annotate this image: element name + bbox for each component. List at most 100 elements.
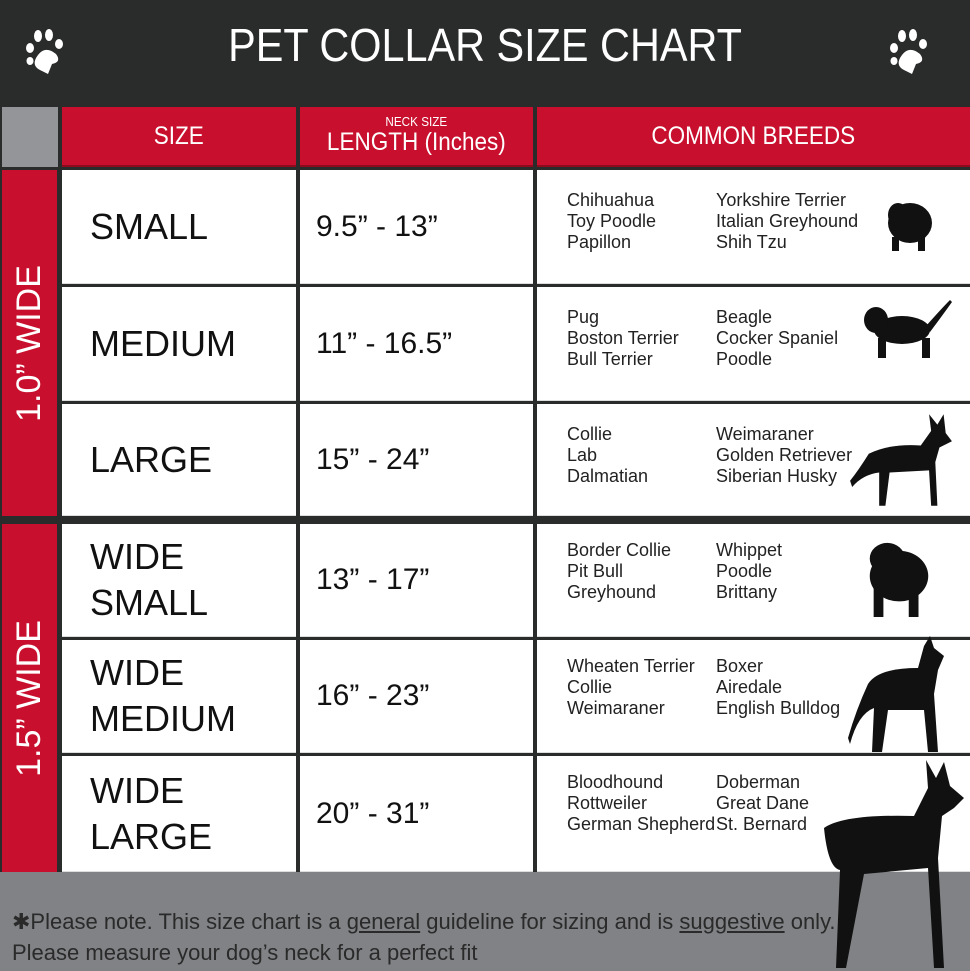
dog-silhouette-icon bbox=[824, 760, 964, 968]
group-label-2: 1.5” WIDE bbox=[2, 524, 57, 872]
size-cell: LARGE bbox=[62, 404, 296, 516]
length-value: 9.5” - 13” bbox=[316, 209, 438, 243]
breed-name: Poodle bbox=[716, 349, 773, 369]
breed-name: Shih Tzu bbox=[716, 232, 787, 252]
corner-cell bbox=[2, 107, 58, 167]
header-breeds: COMMON BREEDS bbox=[537, 107, 970, 167]
breed-name: Siberian Husky bbox=[716, 466, 838, 486]
header-label: SIZE bbox=[153, 121, 205, 150]
size-name: WIDE MEDIUM bbox=[90, 652, 236, 739]
group-label-1: 1.0” WIDE bbox=[2, 170, 57, 516]
size-name: WIDE SMALL bbox=[90, 536, 209, 623]
breed-name: Bull Terrier bbox=[567, 349, 653, 369]
size-name: WIDE LARGE bbox=[90, 769, 213, 857]
length-cell: 11” - 16.5” bbox=[300, 287, 533, 401]
group-text: 1.5” WIDE bbox=[10, 619, 48, 777]
breeds-list-b: Weimaraner Golden Retriever Siberian Husky bbox=[716, 424, 852, 487]
breed-name: English Bulldog bbox=[716, 698, 841, 718]
breeds-list-a: Pug Boston Terrier Bull Terrier bbox=[567, 307, 679, 370]
breed-name: Bloodhound bbox=[567, 772, 664, 792]
header-label: COMMON BREEDS bbox=[651, 121, 856, 150]
footer-note: ✱Please note. This size chart is a gener… bbox=[0, 872, 970, 971]
breeds-cell: Collie Lab Dalmatian Weimaraner Golden Retr… bbox=[537, 404, 970, 516]
size-cell: SMALL bbox=[62, 170, 296, 284]
breed-name: St. Bernard bbox=[716, 814, 808, 834]
breeds-list-b: Doberman Great Dane St. Bernard bbox=[716, 772, 809, 835]
breed-name: Great Dane bbox=[716, 793, 810, 813]
length-value: 13” - 17” bbox=[316, 563, 430, 596]
size-cell: WIDE LARGE bbox=[62, 756, 296, 872]
breed-name: Collie bbox=[567, 677, 613, 697]
breeds-cell: Pug Boston Terrier Bull Terrier Beagle Cock… bbox=[537, 287, 970, 401]
breeds-list-b: Yorkshire Terrier Italian Greyhound Shih T… bbox=[716, 190, 858, 253]
footer-line-1: ✱Please note. This size chart is a gener… bbox=[12, 909, 836, 934]
length-cell: 16” - 23” bbox=[300, 640, 533, 753]
breed-name: German Shepherd bbox=[567, 814, 716, 834]
footer-line-2: Please measure your dog’s neck for a per… bbox=[12, 940, 478, 965]
breed-name: Doberman bbox=[716, 772, 801, 792]
breed-name: Italian Greyhound bbox=[716, 211, 859, 231]
length-cell: 13” - 17” bbox=[300, 524, 533, 637]
breed-name: Pit Bull bbox=[567, 561, 624, 581]
header-label: LENGTH (Inches) bbox=[327, 128, 506, 156]
breed-name: Dalmatian bbox=[567, 466, 649, 486]
breeds-list-b: Whippet Poodle Brittany bbox=[716, 540, 782, 603]
breeds-list-a: Border Collie Pit Bull Greyhound bbox=[567, 540, 671, 603]
breeds-list-a: Collie Lab Dalmatian bbox=[567, 424, 648, 487]
length-cell: 20” - 31” bbox=[300, 756, 533, 872]
breed-name: Yorkshire Terrier bbox=[716, 190, 847, 210]
breed-name: Collie bbox=[567, 424, 613, 444]
dog-silhouette-icon bbox=[869, 542, 929, 617]
size-name: LARGE bbox=[90, 438, 213, 480]
paw-icon bbox=[890, 29, 927, 74]
breed-name: Toy Poodle bbox=[567, 211, 657, 231]
dog-silhouette-icon bbox=[864, 300, 952, 358]
size-cell: WIDE MEDIUM bbox=[62, 640, 296, 753]
breeds-list-a: Bloodhound Rottweiler German Shepherd bbox=[567, 772, 715, 835]
breed-name: Cocker Spaniel bbox=[716, 328, 839, 348]
breed-name: Golden Retriever bbox=[716, 445, 853, 465]
breed-name: Whippet bbox=[716, 540, 783, 560]
length-cell: 15” - 24” bbox=[300, 404, 533, 516]
breeds-cell: Wheaten Terrier Collie Weimaraner Boxer Air… bbox=[537, 640, 970, 753]
breed-name: Papillon bbox=[567, 232, 632, 252]
page-title: PET COLLAR SIZE CHART bbox=[228, 19, 742, 71]
dog-silhouette-icon bbox=[850, 414, 952, 506]
breed-name: Pug bbox=[567, 307, 600, 327]
header-size: SIZE bbox=[62, 107, 296, 167]
breed-name: Weimaraner bbox=[716, 424, 814, 444]
breed-name: Border Collie bbox=[567, 540, 672, 560]
breed-name: Chihuahua bbox=[567, 190, 655, 210]
header-length: NECK SIZE LENGTH (Inches) bbox=[300, 107, 533, 167]
breed-name: Brittany bbox=[716, 582, 778, 602]
breed-name: Weimaraner bbox=[567, 698, 665, 718]
breeds-list-a: Chihuahua Toy Poodle Papillon bbox=[567, 190, 656, 253]
length-value: 20” - 31” bbox=[316, 796, 430, 830]
length-value: 11” - 16.5” bbox=[316, 326, 453, 360]
breed-name: Airedale bbox=[716, 677, 783, 697]
dog-silhouette-icon bbox=[888, 203, 932, 251]
header-sublabel: NECK SIZE bbox=[385, 114, 448, 129]
breeds-list-b: Beagle Cocker Spaniel Poodle bbox=[716, 307, 838, 370]
breed-name: Boston Terrier bbox=[567, 328, 679, 348]
group-text: 1.0” WIDE bbox=[10, 264, 48, 422]
breeds-list-a: Wheaten Terrier Collie Weimaraner bbox=[567, 656, 695, 719]
breed-name: Rottweiler bbox=[567, 793, 648, 813]
length-cell: 9.5” - 13” bbox=[300, 170, 533, 284]
dog-silhouette-icon bbox=[848, 636, 944, 752]
breed-name: Boxer bbox=[716, 656, 764, 676]
size-cell: WIDE SMALL bbox=[62, 524, 296, 637]
breed-name: Greyhound bbox=[567, 582, 657, 602]
breed-name: Lab bbox=[567, 445, 598, 465]
breed-name: Beagle bbox=[716, 307, 773, 327]
size-name: MEDIUM bbox=[90, 322, 236, 364]
size-name: SMALL bbox=[90, 205, 209, 247]
breed-name: Poodle bbox=[716, 561, 773, 581]
breeds-cell: Border Collie Pit Bull Greyhound Whippet Po… bbox=[537, 524, 970, 637]
size-cell: MEDIUM bbox=[62, 287, 296, 401]
length-value: 16” - 23” bbox=[316, 679, 430, 712]
breed-name: Wheaten Terrier bbox=[567, 656, 695, 676]
breeds-list-b: Boxer Airedale English Bulldog bbox=[716, 656, 840, 719]
length-value: 15” - 24” bbox=[316, 442, 430, 476]
paw-icon bbox=[26, 29, 63, 74]
